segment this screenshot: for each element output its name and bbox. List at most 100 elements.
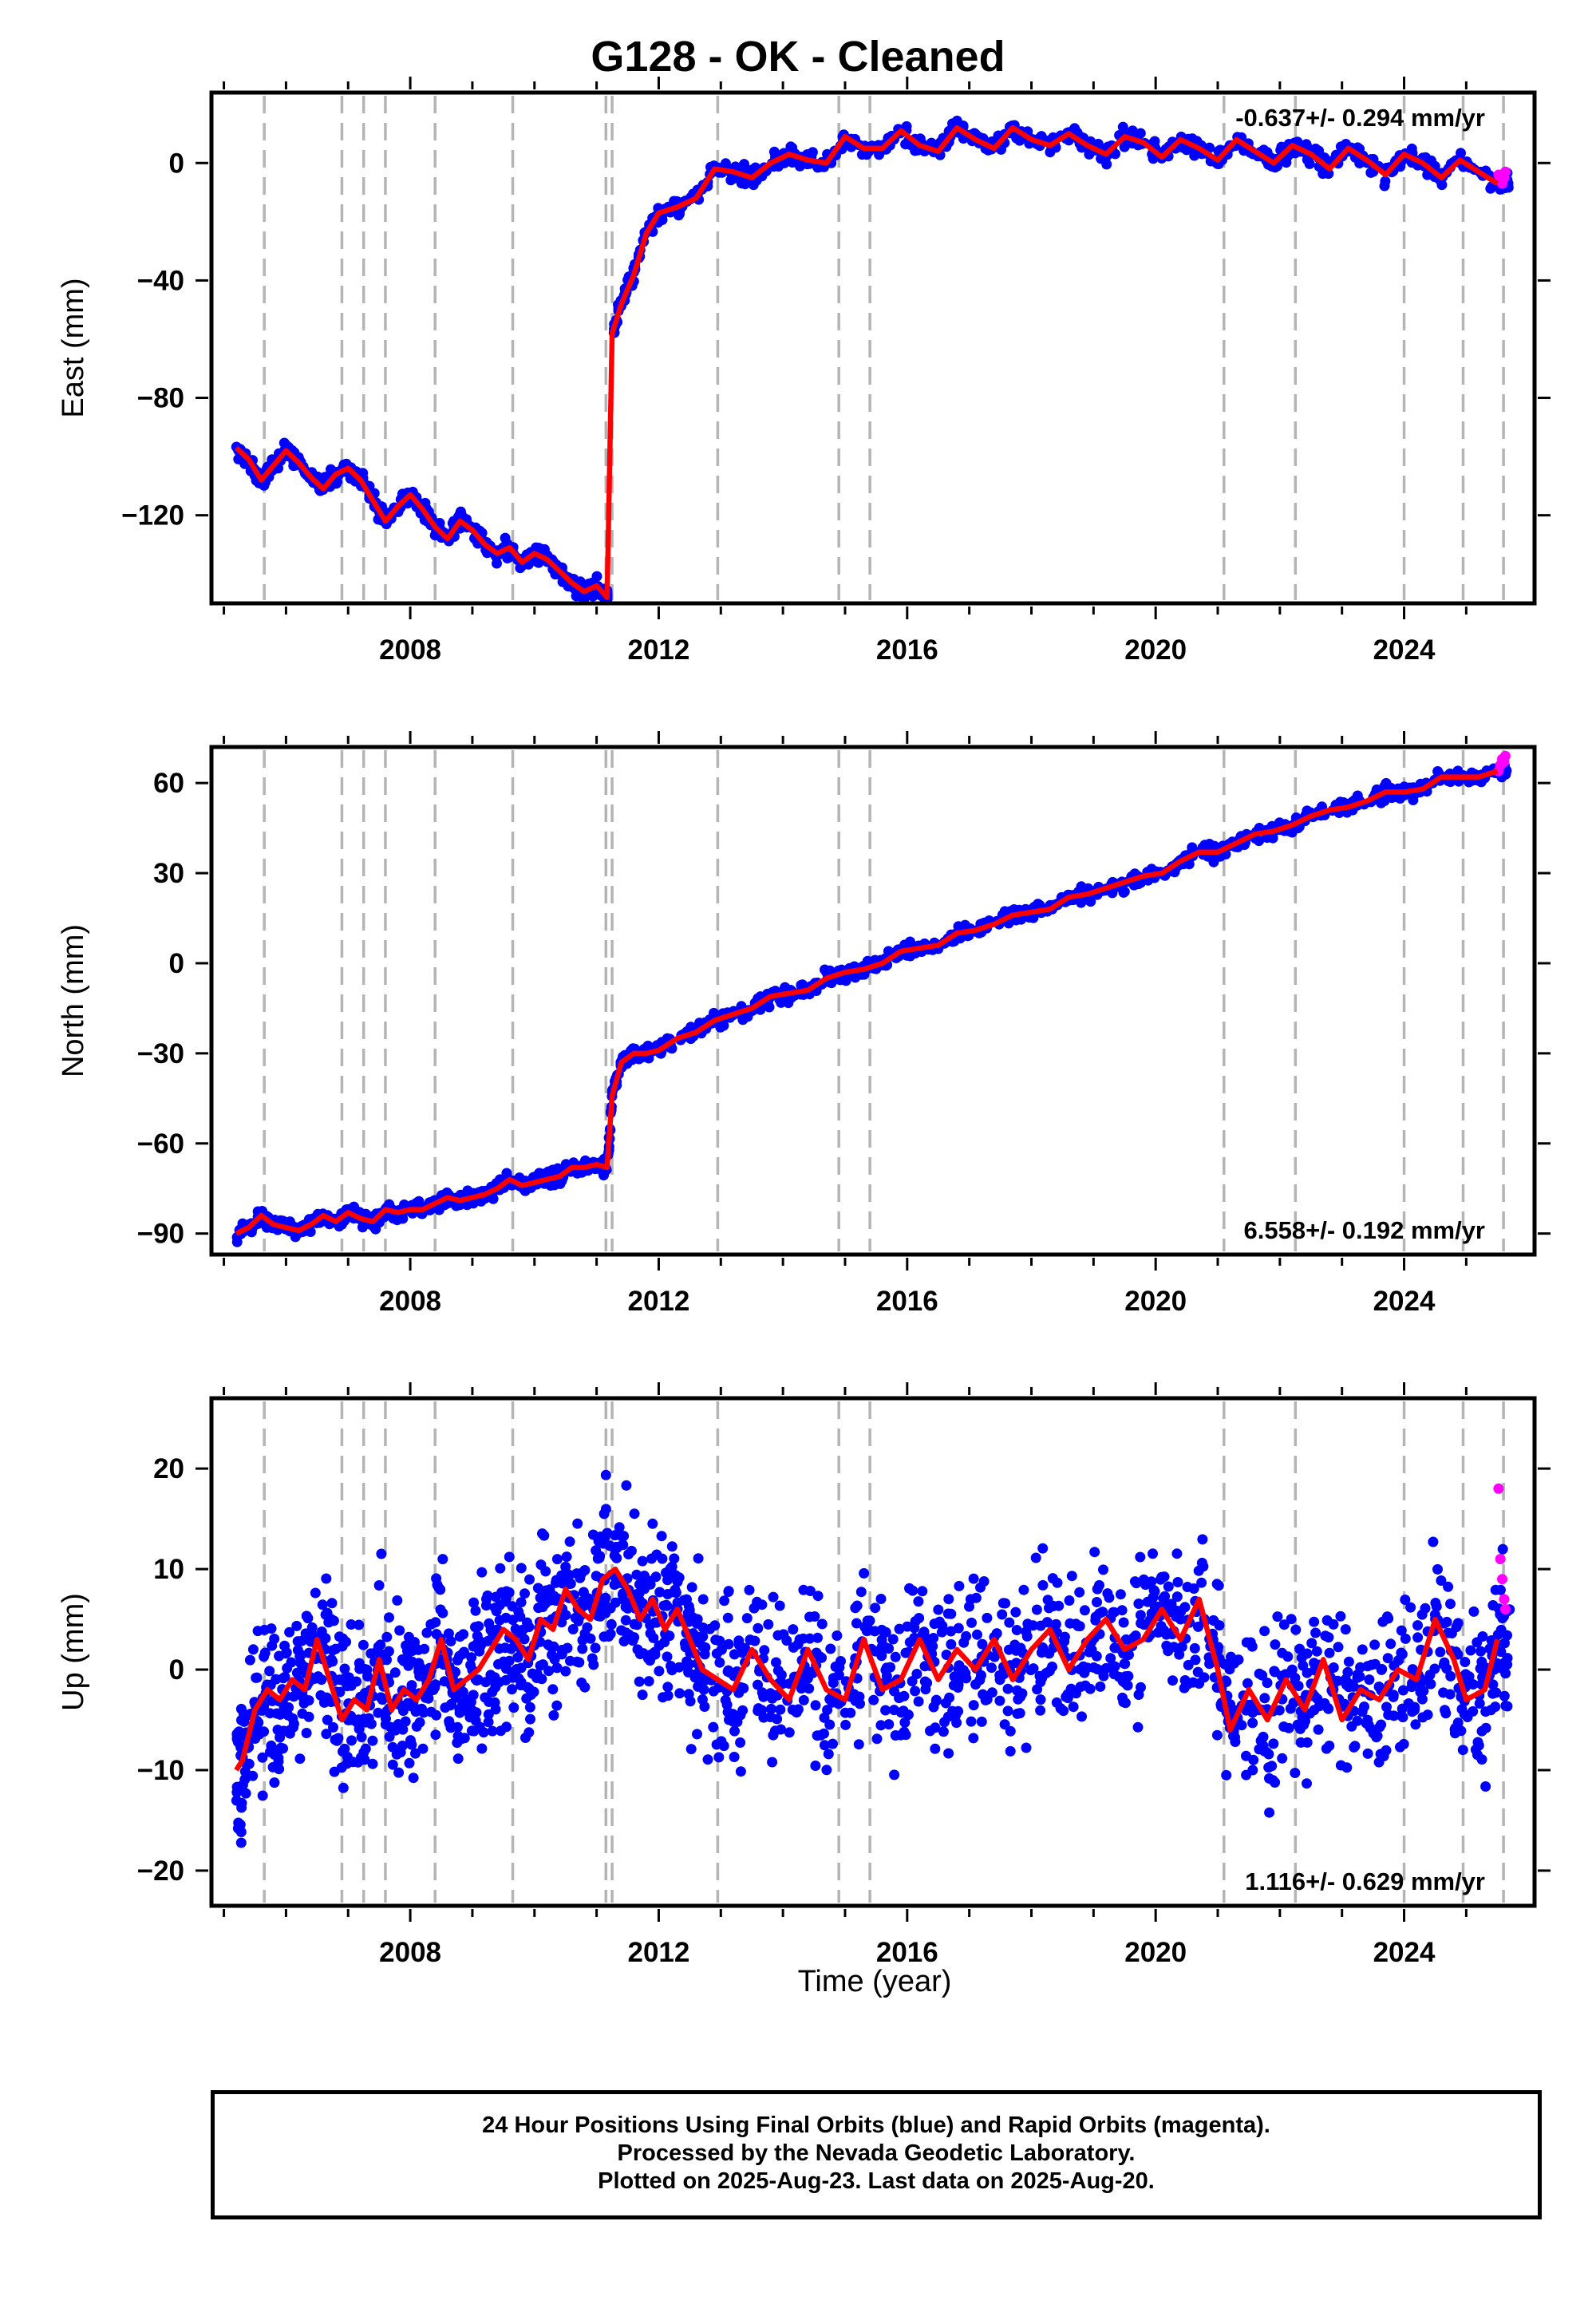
data-point	[1005, 1725, 1016, 1737]
data-point	[471, 1707, 482, 1718]
data-point	[1428, 1536, 1439, 1547]
data-point	[1264, 1807, 1275, 1818]
y-tick-label: −20	[137, 1856, 184, 1887]
data-point	[930, 1743, 941, 1754]
data-point	[1135, 1551, 1146, 1563]
data-point	[477, 1638, 488, 1648]
x-axis-label: Time (year)	[797, 1965, 952, 1998]
y-tick-label: 30	[153, 858, 184, 889]
data-point	[804, 1586, 816, 1596]
data-point	[523, 1727, 535, 1738]
data-point	[560, 1561, 571, 1572]
data-point	[1294, 1643, 1306, 1654]
data-point	[598, 1605, 610, 1615]
data-point	[889, 1769, 900, 1780]
data-point	[353, 1757, 364, 1768]
data-point	[1263, 1749, 1274, 1760]
series-magenta	[1493, 166, 1511, 189]
panel-east: 2008 2012 2016 2020 2024 0 −40 −80 −120 East (mm)…	[57, 77, 1551, 666]
data-point	[1011, 1625, 1022, 1635]
data-point	[1077, 1711, 1087, 1722]
data-point	[288, 1721, 299, 1733]
data-point	[689, 1672, 701, 1683]
data-point	[1476, 1646, 1486, 1657]
data-point	[828, 1738, 838, 1749]
data-point	[1213, 1642, 1224, 1653]
data-point	[1142, 1596, 1153, 1607]
data-point	[445, 1700, 456, 1711]
data-point	[515, 1611, 526, 1622]
data-point	[1480, 1706, 1491, 1717]
data-point	[437, 1607, 448, 1618]
data-point	[465, 1697, 476, 1708]
data-point	[784, 1727, 795, 1738]
rate-label: -0.637+/- 0.294 mm/yr	[1235, 104, 1485, 132]
data-point	[539, 1598, 551, 1609]
data-point	[678, 1595, 689, 1606]
data-point	[243, 1758, 255, 1769]
data-point	[708, 1721, 719, 1733]
data-point	[768, 1591, 779, 1603]
footer-box: 24 Hour Positions Using Final Orbits (bl…	[211, 2090, 1542, 2219]
data-point	[519, 1588, 530, 1599]
data-point	[1079, 1605, 1090, 1616]
data-point	[1171, 1548, 1183, 1559]
data-point	[1148, 1548, 1158, 1559]
data-point	[294, 1753, 306, 1765]
data-point	[577, 1643, 588, 1654]
data-point	[722, 1612, 733, 1623]
data-point	[855, 1587, 867, 1598]
data-point	[729, 1752, 740, 1762]
data-point	[1502, 1630, 1512, 1641]
data-point	[524, 1701, 535, 1713]
data-point	[1487, 1679, 1499, 1690]
data-point	[1214, 1620, 1225, 1631]
data-point	[1286, 1664, 1298, 1675]
data-point	[375, 1692, 386, 1703]
data-point	[480, 1692, 491, 1703]
data-point	[964, 1601, 974, 1612]
data-point	[880, 1626, 891, 1638]
data-point	[693, 1553, 704, 1564]
y-tick-label: −30	[137, 1038, 184, 1069]
data-point	[269, 1777, 280, 1788]
data-point	[1163, 1646, 1174, 1657]
data-point	[1120, 1658, 1131, 1670]
data-point	[1095, 1681, 1106, 1692]
data-point	[738, 1682, 749, 1694]
data-point	[946, 1638, 957, 1650]
data-point	[1189, 1642, 1200, 1654]
data-point	[354, 1723, 365, 1734]
data-point	[1440, 1708, 1452, 1719]
data-point	[732, 1717, 743, 1727]
data-point	[638, 1571, 650, 1581]
data-point	[1172, 1577, 1183, 1587]
data-point	[1120, 1697, 1131, 1709]
data-point	[395, 1747, 406, 1758]
data-point	[235, 1837, 247, 1848]
data-point	[237, 1780, 248, 1790]
data-point	[310, 1587, 321, 1599]
data-point	[1365, 167, 1377, 178]
y-axis-label: East (mm)	[57, 278, 90, 417]
data-point	[1085, 896, 1096, 907]
data-point	[508, 1702, 519, 1713]
data-point	[358, 1639, 369, 1650]
data-point	[660, 1628, 671, 1639]
data-point	[627, 1634, 638, 1645]
data-point	[282, 1662, 293, 1674]
data-point	[662, 1682, 674, 1693]
data-point	[455, 506, 466, 517]
data-point	[1290, 1768, 1301, 1778]
data-point	[397, 1213, 409, 1224]
data-point	[536, 1674, 547, 1685]
data-point	[833, 1670, 844, 1681]
data-point	[1500, 1700, 1511, 1711]
data-point	[292, 1636, 303, 1647]
data-point	[549, 1654, 560, 1665]
data-point	[1133, 1599, 1144, 1609]
data-point	[697, 1672, 708, 1683]
data-point	[944, 1692, 955, 1703]
data-point	[1412, 1620, 1423, 1631]
data-point	[1259, 1626, 1270, 1637]
